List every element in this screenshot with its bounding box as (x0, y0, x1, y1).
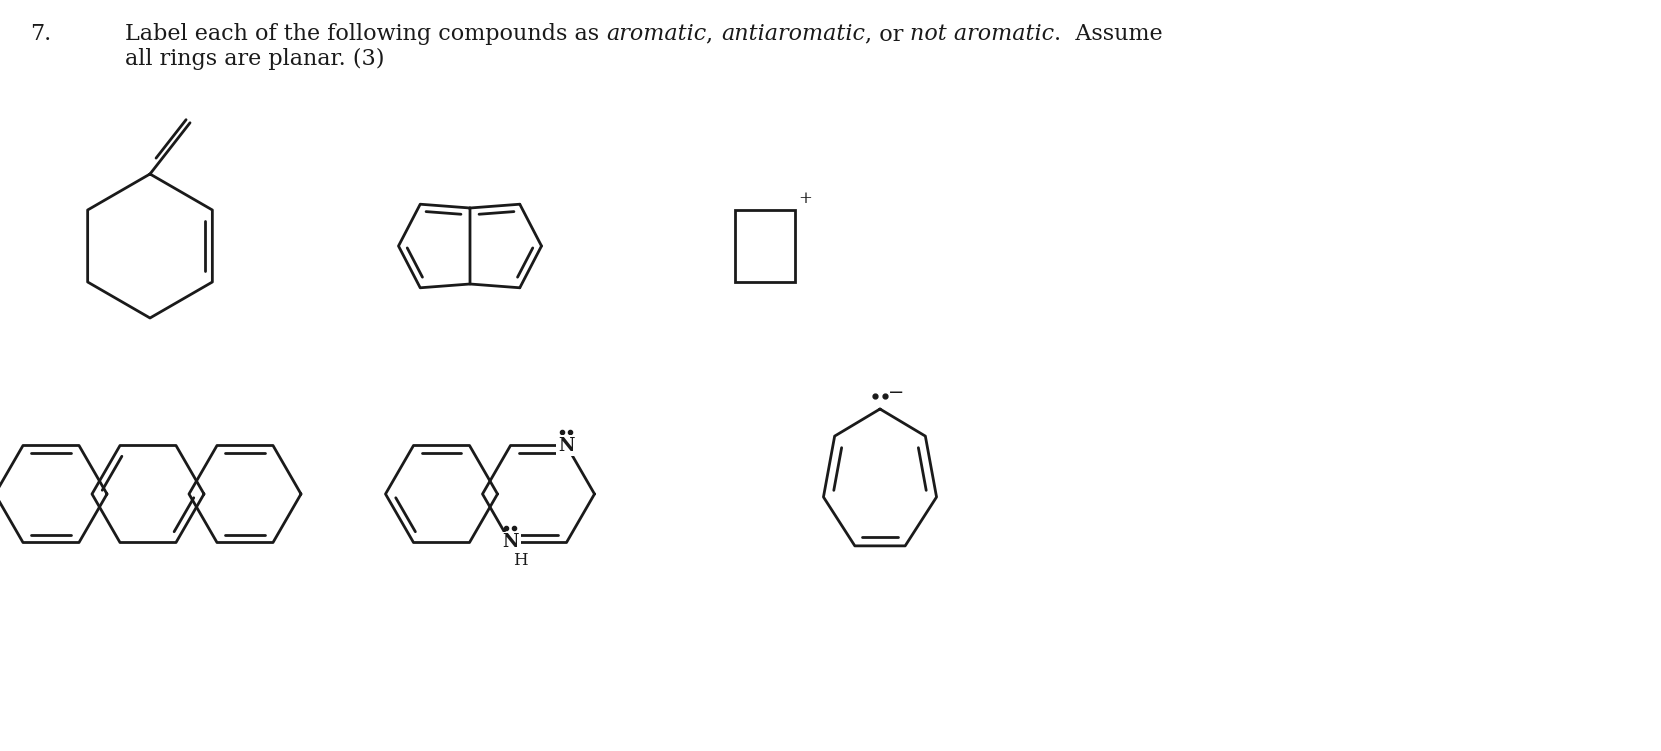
Bar (736, 210, 796, 282)
Text: antiaromatic: antiaromatic (721, 23, 865, 45)
Text: ,: , (706, 23, 721, 45)
Text: N: N (558, 436, 575, 454)
Text: , or: , or (865, 23, 910, 45)
Text: H: H (513, 552, 528, 569)
Text: +: + (797, 190, 812, 207)
Text: 7.: 7. (30, 23, 51, 45)
Text: all rings are planar. (3): all rings are planar. (3) (125, 48, 384, 70)
Text: .  Assume: . Assume (1055, 23, 1163, 45)
Text: −: − (889, 384, 904, 402)
Text: aromatic: aromatic (606, 23, 706, 45)
Text: N: N (502, 533, 518, 551)
Text: not aromatic: not aromatic (910, 23, 1055, 45)
Text: Label each of the following compounds as: Label each of the following compounds as (125, 23, 606, 45)
